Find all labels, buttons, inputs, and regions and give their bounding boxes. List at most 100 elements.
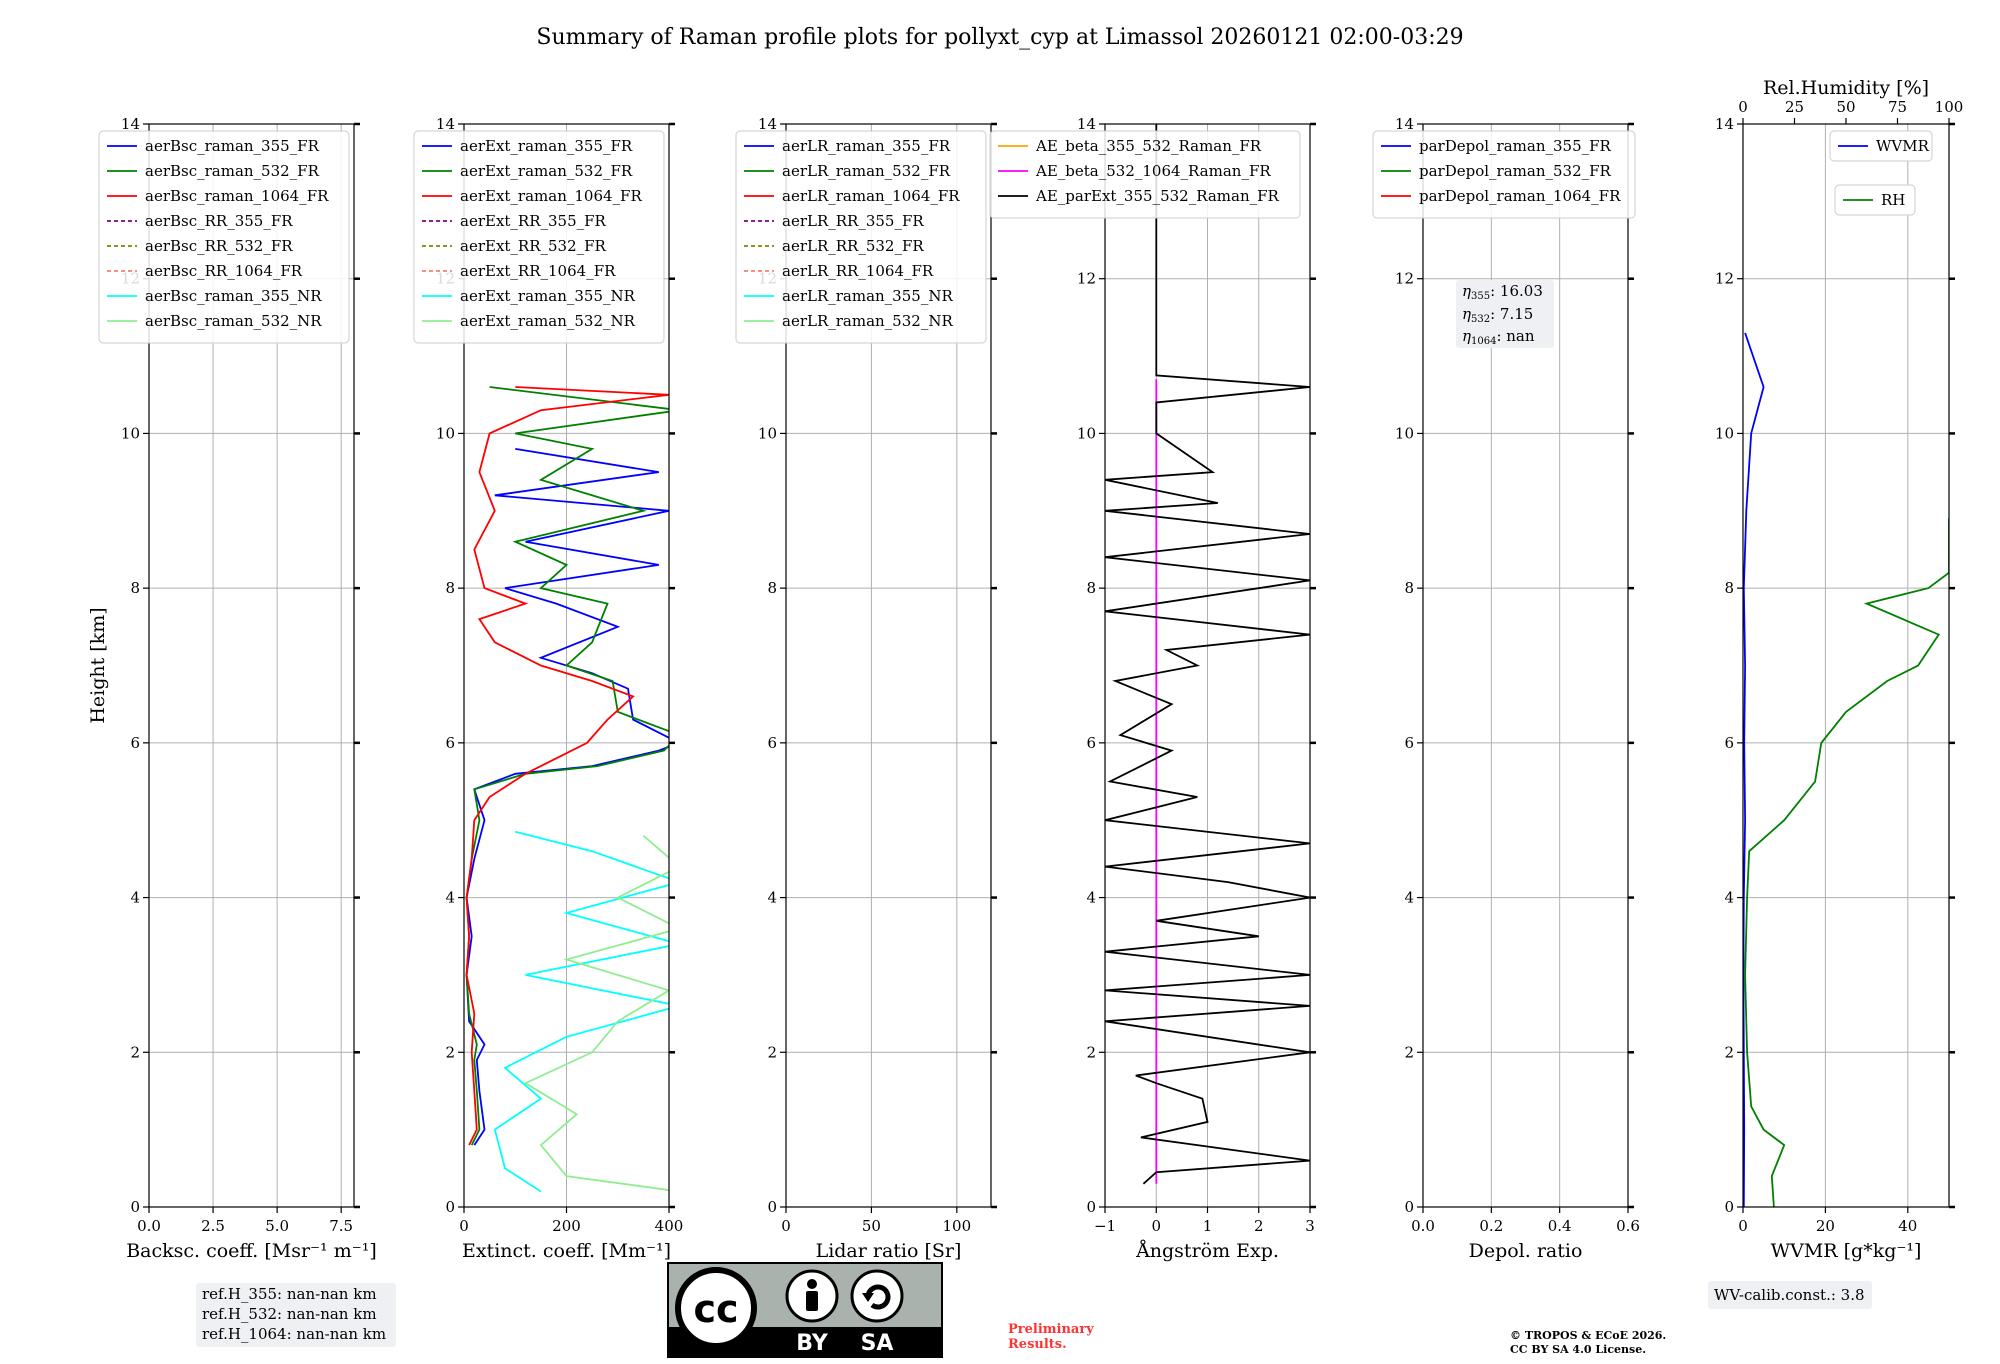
legend-entry: aerLR_raman_532_FR xyxy=(782,162,951,180)
legend-entry: aerBsc_RR_1064_FR xyxy=(145,262,303,280)
legend-entry: aerBsc_raman_532_NR xyxy=(145,312,322,330)
eta-355: η355: 16.03 xyxy=(1462,282,1543,302)
legend-box xyxy=(1372,130,1636,219)
y-tick-label: 14 xyxy=(1715,115,1734,133)
legend-entry: AE_parExt_355_532_Raman_FR xyxy=(1035,187,1280,205)
y-tick-label: 2 xyxy=(1404,1043,1414,1061)
legend-depol: parDepol_raman_355_FR parDepol_raman_532_… xyxy=(1372,130,1636,219)
y-tick-label: 0 xyxy=(767,1198,777,1216)
y-tick-label: 4 xyxy=(767,889,777,907)
ref-height-box: ref.H_355: nan-nan km ref.H_532: nan-nan… xyxy=(196,1283,396,1347)
series-line-WVMR xyxy=(1743,332,1765,1207)
legend-entry: RH xyxy=(1881,191,1905,209)
legend-entry: aerLR_raman_355_NR xyxy=(782,287,953,305)
wv-calib-box: WV-calib.const.: 3.8 xyxy=(1708,1281,1872,1309)
legend-entry: parDepol_raman_355_FR xyxy=(1419,137,1612,155)
legend-box xyxy=(413,130,665,344)
legend-entry: aerBsc_raman_1064_FR xyxy=(145,187,329,205)
x-tick-label: 2 xyxy=(1254,1217,1264,1235)
y-tick-label: 8 xyxy=(1724,579,1734,597)
x-tick-label: 0.6 xyxy=(1616,1217,1640,1235)
x-tick-label: 0.2 xyxy=(1479,1217,1503,1235)
axes-frame xyxy=(785,123,992,1208)
x-tick-label: 0 xyxy=(459,1217,469,1235)
top-x-tick-label: 0 xyxy=(1738,98,1748,116)
y-tick-label: 12 xyxy=(1395,270,1414,288)
legend-entry: aerLR_raman_1064_FR xyxy=(782,187,960,205)
legend-box xyxy=(1829,130,1933,162)
top-x-tick-label: 50 xyxy=(1836,98,1855,116)
cc-sa-label: SA xyxy=(861,1331,894,1356)
x-tick-label: 2.5 xyxy=(201,1217,225,1235)
y-tick-label: 6 xyxy=(767,734,777,752)
series-group xyxy=(465,386,669,1193)
y-tick-label: 14 xyxy=(1077,115,1096,133)
x-axis-label: Ångström Exp. xyxy=(1135,1240,1279,1262)
y-tick-label: 2 xyxy=(445,1043,455,1061)
legend-entry: aerExt_RR_355_FR xyxy=(460,212,607,230)
top-x-axis-label: Rel.Humidity [%] xyxy=(1763,77,1929,99)
y-tick-label: 0 xyxy=(1086,1198,1096,1216)
legend-entry: parDepol_raman_532_FR xyxy=(1419,162,1612,180)
ref-h-532: ref.H_532: nan-nan km xyxy=(202,1305,377,1323)
y-tick-label: 4 xyxy=(1404,889,1414,907)
ref-h-1064: ref.H_1064: nan-nan km xyxy=(202,1325,386,1343)
series-line-aerExt_raman_1064_FR xyxy=(465,386,669,1146)
legend-entry: aerLR_RR_355_FR xyxy=(782,212,924,230)
eta-box: η355: 16.03 η532: 7.15 η1064: nan xyxy=(1456,280,1554,348)
x-axis-label: Lidar ratio [Sr] xyxy=(816,1240,962,1262)
y-tick-label: 8 xyxy=(130,579,140,597)
top-x-tick-label: 25 xyxy=(1785,98,1804,116)
y-tick-label: 4 xyxy=(1724,889,1734,907)
legend-backscatter: aerBsc_raman_355_FR aerBsc_raman_532_FRae… xyxy=(98,130,350,344)
y-tick-label: 4 xyxy=(130,889,140,907)
y-tick-label: 8 xyxy=(445,579,455,597)
y-tick-label: 0 xyxy=(1404,1198,1414,1216)
series-group xyxy=(1743,332,1949,1207)
legend-entry: WVMR xyxy=(1876,137,1930,155)
x-tick-label: 100 xyxy=(943,1217,972,1235)
legend-entry: aerExt_raman_1064_FR xyxy=(460,187,642,205)
y-tick-label: 0 xyxy=(445,1198,455,1216)
legend-wvmr: WVMR xyxy=(1829,130,1933,162)
x-tick-label: −1 xyxy=(1094,1217,1116,1235)
y-tick-label: 8 xyxy=(1086,579,1096,597)
y-tick-label: 6 xyxy=(445,734,455,752)
y-axis-label: Height [km] xyxy=(87,607,109,723)
cc-by-sa-logo: cc BY SA xyxy=(667,1262,943,1358)
y-tick-label: 10 xyxy=(436,424,455,442)
series-line-RH xyxy=(1744,518,1949,1207)
series-group xyxy=(1105,124,1310,1185)
x-tick-label: 400 xyxy=(655,1217,684,1235)
legend-entry: AE_beta_532_1064_Raman_FR xyxy=(1035,162,1271,180)
legend-entry: aerExt_raman_355_FR xyxy=(460,137,633,155)
legend-entry: aerExt_raman_532_NR xyxy=(460,312,636,330)
x-axis-label: Depol. ratio xyxy=(1469,1240,1583,1262)
chart-title: Summary of Raman profile plots for polly… xyxy=(536,25,1463,50)
legend-entry: aerLR_RR_1064_FR xyxy=(782,262,934,280)
legend-entry: parDepol_raman_1064_FR xyxy=(1419,187,1621,205)
cc-logo-text: cc xyxy=(693,1287,738,1331)
x-tick-label: 7.5 xyxy=(329,1217,353,1235)
y-tick-label: 0 xyxy=(130,1198,140,1216)
x-tick-label: 50 xyxy=(862,1217,881,1235)
y-tick-label: 2 xyxy=(767,1043,777,1061)
legend-entry: aerBsc_RR_355_FR xyxy=(145,212,293,230)
y-tick-label: 2 xyxy=(1724,1043,1734,1061)
eta-532: η532: 7.15 xyxy=(1462,305,1533,325)
y-tick-label: 6 xyxy=(1086,734,1096,752)
preliminary-line-1: Preliminary xyxy=(1008,1322,1094,1337)
x-tick-label: 0.0 xyxy=(137,1217,161,1235)
legend-entry: aerBsc_raman_355_NR xyxy=(145,287,322,305)
y-tick-label: 2 xyxy=(1086,1043,1096,1061)
y-tick-label: 10 xyxy=(1715,424,1734,442)
y-tick-label: 6 xyxy=(1404,734,1414,752)
y-tick-label: 14 xyxy=(436,115,455,133)
legend-entry: aerExt_raman_532_FR xyxy=(460,162,633,180)
legend-box xyxy=(1834,184,1916,216)
preliminary-line-2: Results. xyxy=(1008,1337,1067,1352)
